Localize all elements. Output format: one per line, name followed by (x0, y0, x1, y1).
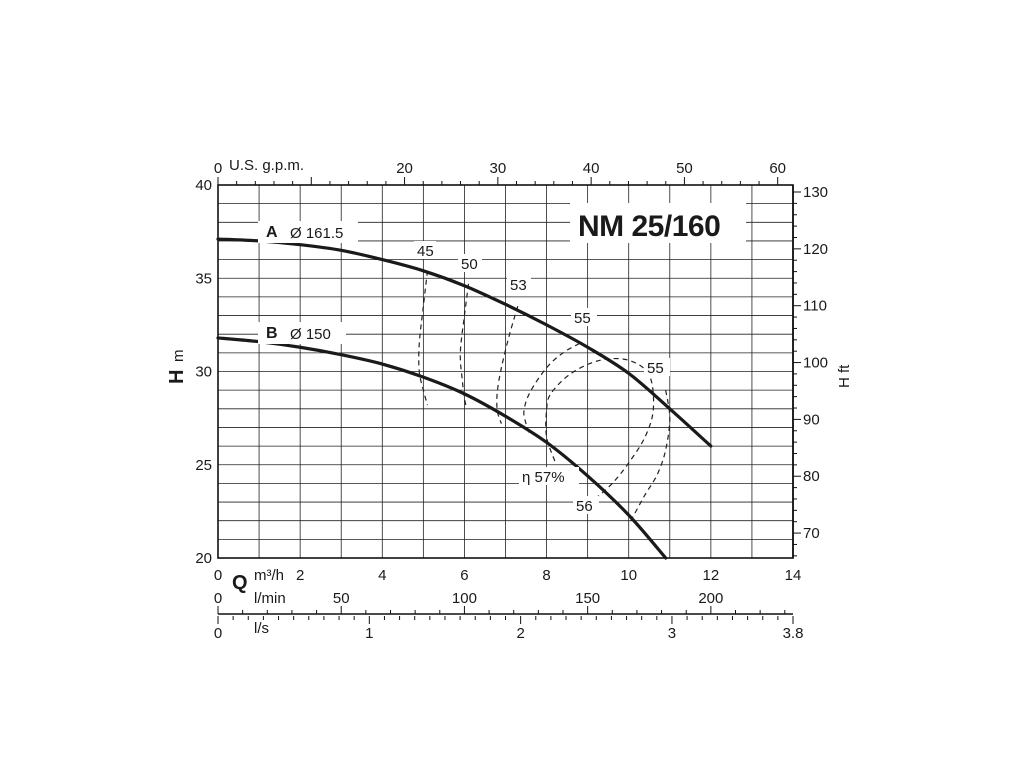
y-right-tick-label: 100 (803, 355, 828, 372)
ls-tick-label: 2 (516, 625, 524, 642)
head-curves (216, 237, 713, 560)
y-right-tick-label: 110 (803, 298, 827, 315)
efficiency-label-55-left: 55 (574, 310, 591, 327)
x-axis-m3h: 0 2 4 6 8 10 12 14 (214, 567, 802, 584)
title-background (570, 203, 746, 243)
head-curve-a (216, 237, 713, 448)
x-axis-unit-ls: l/s (254, 620, 269, 637)
x-axis-unit-lmin: l/min (254, 590, 286, 607)
x-tick-label: 0 (214, 567, 222, 584)
efficiency-curve-45 (418, 270, 429, 406)
x-axis-top-unit: U.S. g.p.m. (229, 157, 304, 174)
lmin-tick-label: 200 (698, 590, 723, 607)
grid (218, 185, 793, 558)
curve-a-letter: A (266, 224, 278, 241)
x-top-tick-label: 30 (490, 160, 507, 177)
curve-a-label-bg (258, 221, 358, 243)
x-tick-label: 4 (378, 567, 386, 584)
eff-53-bg (507, 275, 531, 293)
efficiency-label-45: 45 (417, 243, 434, 260)
eff-56-bg (573, 496, 599, 514)
curve-a-diameter: Ø 161.5 (290, 225, 343, 242)
eff-50-bg (458, 254, 482, 272)
x-axis-letter-q: Q (232, 572, 248, 594)
chart-title: NM 25/160 (578, 210, 720, 243)
efficiency-curve-56 (545, 357, 655, 499)
y-axis-letter-h: H (166, 370, 188, 384)
y-tick-label: 20 (195, 550, 212, 567)
x-tick-label: 14 (785, 567, 802, 584)
lmin-tick-label: 100 (452, 590, 477, 607)
efficiency-label-53: 53 (510, 277, 527, 294)
x-top-tick-label: 60 (769, 160, 786, 177)
head-curve-b (216, 336, 668, 560)
lmin-tick-label: 50 (333, 590, 350, 607)
y-right-tick-label: 70 (803, 525, 820, 542)
efficiency-label-55-right: 55 (647, 360, 664, 377)
y-right-tick-label: 80 (803, 468, 820, 485)
efficiency-label-57: η 57% (522, 469, 565, 486)
curve-b-label-bg (258, 322, 346, 344)
x-axis-top-gpm: 0 20 30 40 50 60 (214, 160, 786, 185)
x-axis-lmin: 0 50 100 150 200 (214, 590, 793, 615)
ls-tick-label: 3.8 (783, 625, 804, 642)
x-top-tick-label: 0 (214, 160, 222, 177)
y-axis-left: 20 25 30 35 40 (195, 177, 212, 567)
y-tick-label: 30 (195, 364, 212, 381)
x-axis-unit-m3h: m³/h (254, 567, 284, 584)
efficiency-curves (418, 270, 671, 525)
ls-tick-label: 1 (365, 625, 373, 642)
x-top-tick-label: 20 (396, 160, 413, 177)
y-axis-right-unit: H ft (836, 364, 853, 388)
lmin-tick-label: 0 (214, 590, 222, 607)
x-tick-label: 6 (460, 567, 468, 584)
y-right-tick-label: 90 (803, 411, 820, 428)
x-tick-label: 8 (542, 567, 550, 584)
eff-57-bg (519, 467, 579, 485)
efficiency-curve-55 (523, 343, 580, 436)
efficiency-label-50: 50 (461, 256, 478, 273)
y-tick-label: 25 (195, 457, 212, 474)
eff-55a-bg (571, 308, 597, 326)
efficiency-curve-55 (628, 390, 671, 525)
x-tick-label: 12 (703, 567, 720, 584)
eff-45-bg (414, 241, 436, 259)
x-axis-ls: 0 1 2 3 3.8 (214, 616, 804, 642)
efficiency-curve-53 (496, 306, 519, 424)
y-right-tick-label: 120 (803, 241, 828, 258)
y-axis-right: 70 80 90 100 110 120 130 (792, 184, 828, 558)
y-tick-label: 40 (195, 177, 212, 194)
y-axis-unit-m: m (170, 350, 187, 363)
y-tick-label: 35 (195, 270, 212, 287)
x-tick-label: 2 (296, 567, 304, 584)
lmin-tick-label: 150 (575, 590, 600, 607)
eff-55b-bg (644, 358, 670, 376)
efficiency-curve-50 (459, 283, 470, 409)
curve-b-letter: B (266, 325, 278, 342)
ls-tick-label: 0 (214, 625, 222, 642)
x-tick-label: 10 (620, 567, 637, 584)
ls-tick-label: 3 (668, 625, 676, 642)
x-top-tick-label: 40 (583, 160, 600, 177)
x-top-tick-label: 50 (676, 160, 693, 177)
curve-b-diameter: Ø 150 (290, 326, 331, 343)
efficiency-label-56: 56 (576, 498, 593, 515)
y-right-tick-label: 130 (803, 184, 828, 201)
